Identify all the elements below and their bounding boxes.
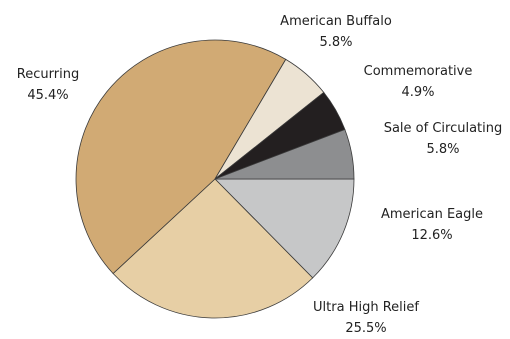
slice-value-american-buffalo: 5.8% [319,35,352,50]
slice-value-ultra-high-relief: 25.5% [345,321,386,336]
pie-slice-sale-of-circulating [214,128,355,180]
pie-slice-recurring [75,39,287,275]
slice-value-sale-of-circulating: 5.8% [426,142,459,157]
pie-slice-ultra-high-relief [112,178,314,319]
slice-label-ultra-high-relief: Ultra High Relief [313,300,419,315]
slice-label-recurring: Recurring [17,67,79,82]
slice-label-commemorative: Commemorative [364,64,473,79]
pie-slices [75,39,355,319]
pie-slice-american-eagle [214,178,355,279]
slice-label-american-eagle: American Eagle [381,207,483,222]
slice-value-commemorative: 4.9% [401,85,434,100]
slice-value-recurring: 45.4% [27,88,68,103]
slice-value-american-eagle: 12.6% [411,228,452,243]
slice-label-sale-of-circulating: Sale of Circulating [384,121,503,136]
slice-label-american-buffalo: American Buffalo [280,14,392,29]
